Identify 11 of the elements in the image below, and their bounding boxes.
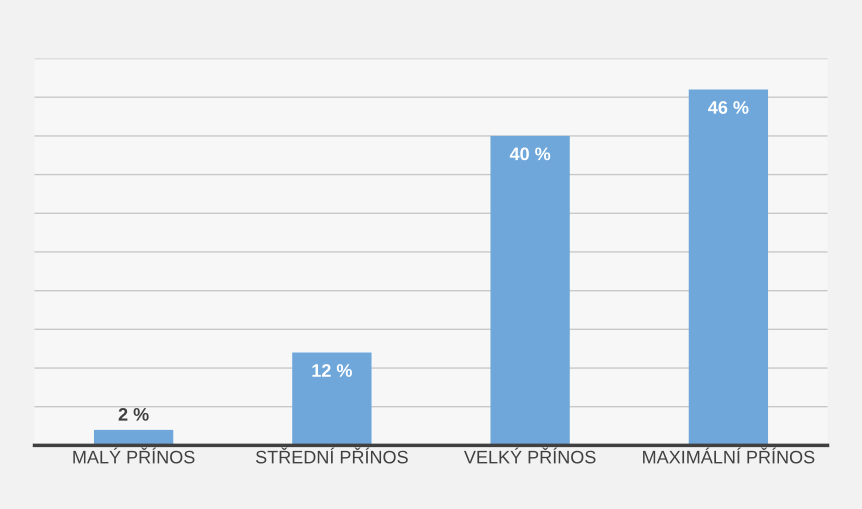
bar: [292, 352, 372, 446]
data-label: 12 %: [312, 364, 352, 377]
x-tick-label: MAXIMÁLNÍ PŘÍNOS: [643, 448, 814, 464]
x-tick-label: STŘEDNÍ PŘÍNOS: [256, 448, 408, 464]
bar: [688, 89, 768, 446]
bar: [490, 136, 570, 446]
data-label: 2 %: [118, 408, 149, 421]
data-label: 46 %: [708, 101, 748, 114]
x-tick-label: VELKÝ PŘÍNOS: [464, 448, 596, 464]
data-label: 40 %: [510, 147, 550, 160]
x-tick-label: MALÝ PŘÍNOS: [73, 448, 194, 464]
